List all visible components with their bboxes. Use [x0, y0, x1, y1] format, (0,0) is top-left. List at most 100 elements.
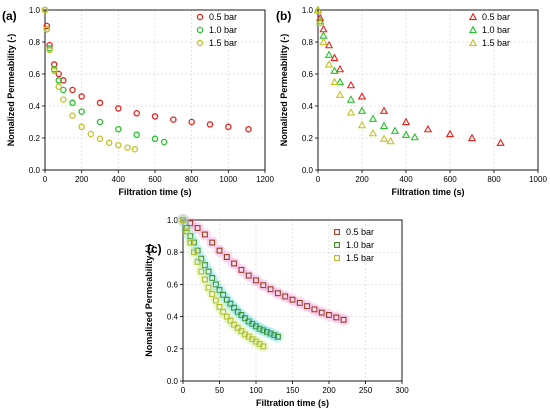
data-point: [216, 287, 223, 293]
data-point: [311, 306, 318, 313]
data-point-halo: [257, 324, 270, 337]
panel-label: (a): [2, 9, 17, 23]
y-tick-label: 0.6: [167, 280, 179, 289]
y-tick-label: 0.0: [167, 377, 179, 386]
x-tick-label: 200: [322, 386, 336, 395]
data-point: [335, 90, 345, 98]
data-point-halo: [177, 214, 189, 226]
x-axis-title: Filtration time (s): [391, 187, 464, 197]
legend-label: 1.5 bar: [346, 253, 374, 263]
data-point-halo: [213, 300, 226, 313]
data-point-halo: [202, 281, 215, 294]
x-tick-label: 800: [487, 175, 501, 184]
y-tick-label: 0.6: [302, 70, 314, 79]
chart-panel-2: (b) 0 200 400 600 800 1000 0.0 0.2 0.4 0.6 0.8 1.0 Fi…: [276, 5, 547, 197]
series-2: [313, 5, 419, 141]
data-point-halo: [337, 313, 350, 326]
data-point: [60, 86, 67, 94]
data-point: [267, 286, 274, 293]
data-point: [209, 275, 216, 281]
data-point: [335, 77, 345, 86]
data-point: [78, 108, 85, 115]
data-point-halo: [220, 251, 233, 264]
data-point: [346, 80, 356, 89]
y-tick-label: 0.6: [29, 70, 41, 79]
y-tick-label: 0.0: [29, 166, 41, 175]
data-point-halo: [264, 327, 277, 340]
data-point: [368, 114, 378, 122]
data-point: [216, 303, 223, 310]
data-point: [69, 99, 76, 107]
series-1: [177, 214, 350, 326]
data-point: [231, 304, 238, 311]
data-point: [256, 325, 263, 332]
data-point: [46, 46, 53, 54]
data-point-halo: [323, 308, 335, 321]
data-point-halo: [213, 284, 226, 297]
x-tick-label: 1000: [219, 175, 237, 184]
x-tick-label: 250: [359, 386, 373, 395]
series-2: [177, 214, 284, 343]
data-point: [55, 77, 63, 84]
data-point-halo: [246, 333, 259, 346]
data-point: [96, 118, 104, 126]
series-1: [313, 5, 505, 146]
legend-marker: [334, 255, 340, 261]
data-point: [55, 83, 63, 91]
data-point: [198, 255, 205, 262]
data-point: [133, 131, 140, 139]
chart-panel-3: (c) 0 50 100 150 200 250 300 0.0 0.2 0.4 0.6 0.8 1.0 F…: [144, 214, 409, 408]
data-point-halo: [177, 214, 189, 226]
data-point: [194, 247, 201, 254]
data-point-halo: [242, 330, 255, 343]
data-point: [324, 50, 334, 58]
data-point-halo: [228, 301, 241, 314]
legend-marker: [334, 242, 340, 248]
data-point: [41, 6, 49, 14]
data-point-halo: [184, 230, 197, 243]
data-point-halo: [239, 328, 252, 341]
legend-label: 0.5 bar: [346, 227, 374, 237]
data-point: [234, 308, 241, 315]
data-point-halo: [235, 325, 248, 338]
legend-label: 1.0 bar: [209, 25, 237, 35]
x-tick-label: 400: [399, 175, 413, 184]
data-point: [183, 225, 190, 231]
data-point-halo: [271, 287, 284, 300]
data-point: [410, 132, 419, 141]
data-point: [496, 138, 505, 146]
data-point-halo: [180, 222, 193, 235]
data-point-halo: [198, 259, 211, 272]
data-point-halo: [250, 320, 262, 333]
legend-marker: [196, 13, 204, 21]
data-point: [188, 118, 195, 126]
series-3: [41, 6, 139, 153]
data-point: [133, 109, 140, 117]
data-point-halo: [180, 225, 193, 238]
data-point: [187, 233, 194, 240]
data-point: [379, 106, 389, 114]
data-point: [227, 300, 234, 307]
data-point-halo: [228, 257, 241, 270]
data-point: [304, 303, 311, 310]
data-point: [274, 290, 281, 297]
data-point: [330, 77, 339, 86]
data-point: [330, 66, 339, 74]
legend-marker: [468, 25, 478, 34]
y-tick-label: 0.4: [29, 102, 41, 111]
y-tick-label: 0.4: [167, 313, 179, 322]
data-point: [260, 282, 267, 289]
y-tick-label: 1.0: [167, 216, 179, 225]
data-point: [187, 220, 194, 227]
panel-label: (b): [276, 9, 291, 23]
data-point: [357, 92, 367, 100]
data-point-halo: [253, 337, 266, 350]
x-axis-title: Filtration time (s): [256, 398, 329, 408]
data-point: [87, 130, 95, 138]
data-point: [105, 139, 113, 147]
data-point: [225, 123, 232, 131]
data-point-halo: [191, 255, 204, 268]
legend-marker: [334, 229, 340, 235]
data-point: [201, 262, 208, 269]
data-point: [183, 228, 190, 235]
